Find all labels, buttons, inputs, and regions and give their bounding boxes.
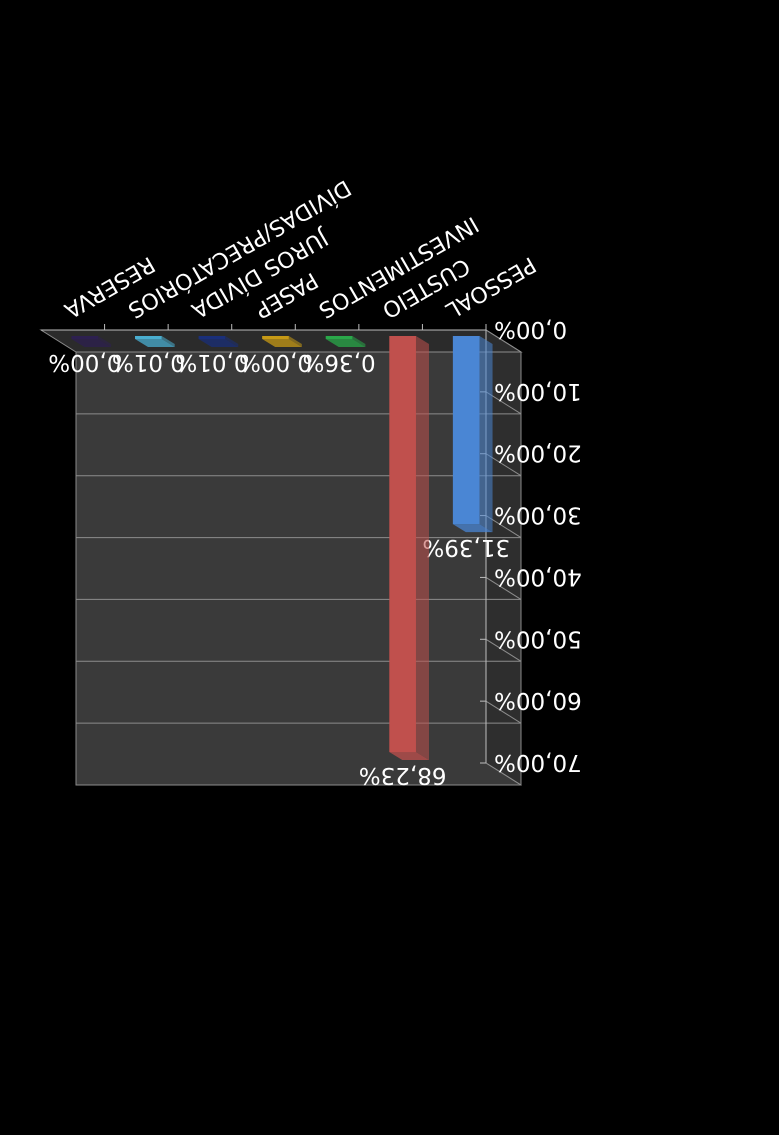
- bar-value-label: 0,01%: [175, 349, 248, 375]
- bar-top: [389, 752, 429, 761]
- bar-side: [98, 336, 112, 347]
- gridline-side: [485, 762, 522, 786]
- y-tick-label: 30,00%: [494, 502, 582, 528]
- gridline-side: [485, 329, 522, 353]
- bar-front: [389, 336, 416, 753]
- bar-value-label: 0,00%: [48, 349, 121, 375]
- bar-value-label: 31,39%: [422, 534, 510, 560]
- y-tick-label: 40,00%: [494, 563, 582, 589]
- bar-side: [225, 336, 239, 347]
- bar-front: [262, 336, 289, 339]
- y-tick-label: 60,00%: [494, 687, 582, 713]
- bar-top: [325, 339, 366, 347]
- bar-value-label: 0,36%: [303, 349, 376, 375]
- bar-side: [479, 336, 493, 533]
- bar-front: [198, 336, 226, 339]
- bar-side: [288, 336, 302, 347]
- y-tick-label: 50,00%: [494, 625, 582, 651]
- bar-chart: 0,00% 10,00% 20,00% 30,00% 40,00% 50,00% 60,00…: [39, 174, 582, 788]
- bar-top: [198, 339, 239, 347]
- bar-top: [262, 339, 302, 347]
- chart-rotated-group: 0,00% 10,00% 20,00% 30,00% 40,00% 50,00% 60,00…: [39, 174, 582, 788]
- bar-side: [161, 336, 175, 347]
- bar-value-label: 0,01%: [112, 349, 185, 375]
- bar-value-label: 68,23%: [359, 762, 447, 788]
- chart-frame: 0,00% 10,00% 20,00% 30,00% 40,00% 50,00% 60,00…: [8, 5, 771, 1130]
- gridline-side: [485, 700, 522, 724]
- gridline-side: [485, 638, 522, 662]
- y-tick-label: 70,00%: [494, 749, 582, 775]
- bar-top: [135, 339, 175, 347]
- bar-value-label: 0,00%: [239, 349, 312, 375]
- y-tick-label: 10,00%: [494, 378, 582, 404]
- gridline-side: [485, 577, 522, 600]
- bar-side: [352, 336, 366, 347]
- bar-front: [135, 336, 162, 339]
- y-tick-label: 20,00%: [494, 440, 582, 466]
- bar-front: [325, 336, 353, 339]
- y-tick-label: 0,00%: [494, 316, 567, 342]
- bar-front: [452, 336, 480, 525]
- bar-front: [71, 336, 99, 339]
- bar-side: [415, 336, 429, 761]
- bar-top: [71, 339, 112, 347]
- bar-top: [452, 524, 493, 533]
